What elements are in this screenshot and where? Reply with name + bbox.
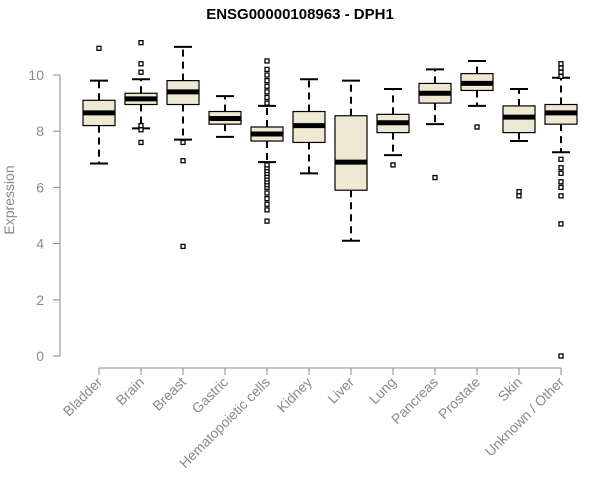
x-tick-label: Lung bbox=[366, 374, 399, 407]
y-tick-label: 0 bbox=[36, 348, 44, 364]
outlier-point bbox=[264, 207, 270, 213]
outlier-point bbox=[138, 139, 144, 146]
iqr-box bbox=[334, 115, 368, 191]
y-tick-label: 2 bbox=[36, 292, 44, 308]
outlier-point bbox=[264, 72, 270, 78]
outlier-point bbox=[390, 162, 396, 168]
outlier-point bbox=[264, 201, 270, 207]
outlier-point bbox=[264, 66, 270, 73]
outlier-point bbox=[138, 127, 144, 133]
box-gastric bbox=[208, 95, 242, 138]
outlier-point bbox=[264, 218, 270, 224]
outlier-point bbox=[264, 89, 270, 95]
y-tick-label: 8 bbox=[36, 123, 44, 139]
x-tick-label: Liver bbox=[324, 374, 357, 407]
box-kidney bbox=[292, 78, 326, 175]
outlier-point bbox=[432, 174, 438, 181]
outlier-point bbox=[264, 162, 270, 168]
outlier-point bbox=[558, 184, 564, 191]
outlier-point bbox=[558, 61, 564, 67]
y-tick-label: 10 bbox=[28, 67, 44, 83]
x-tick-label: Brain bbox=[113, 374, 147, 408]
x-tick-label: Breast bbox=[149, 374, 189, 414]
box-pancreas bbox=[418, 68, 452, 181]
outlier-point bbox=[264, 100, 270, 106]
y-tick-label: 4 bbox=[36, 236, 44, 252]
box-hematopoietic-cells bbox=[250, 58, 284, 224]
box-unknown-other bbox=[544, 61, 578, 359]
outlier-point bbox=[558, 193, 564, 199]
outlier-point bbox=[558, 353, 564, 359]
outlier-point bbox=[558, 69, 564, 75]
y-tick-label: 6 bbox=[36, 179, 44, 195]
x-tick-label: Unknown / Other bbox=[482, 374, 568, 460]
x-tick-label: Bladder bbox=[60, 374, 106, 420]
box-liver bbox=[334, 79, 368, 242]
outlier-point bbox=[180, 158, 186, 164]
outlier-point bbox=[558, 65, 564, 71]
box-prostate bbox=[460, 59, 494, 130]
outlier-point bbox=[264, 195, 270, 202]
outlier-point bbox=[474, 124, 480, 130]
y-axis-label: Expression bbox=[1, 165, 17, 234]
outlier-point bbox=[138, 122, 144, 129]
outlier-point bbox=[264, 58, 270, 64]
x-tick-label: Skin bbox=[495, 374, 526, 405]
outlier-point bbox=[180, 243, 186, 250]
boxes-layer bbox=[82, 40, 578, 359]
x-tick-label: Pancreas bbox=[388, 374, 441, 427]
outlier-point bbox=[138, 69, 144, 75]
outlier-point bbox=[516, 188, 522, 195]
outlier-point bbox=[264, 190, 270, 196]
outlier-point bbox=[558, 73, 564, 80]
outlier-point bbox=[138, 61, 144, 67]
outlier-point bbox=[180, 139, 186, 146]
outlier-point bbox=[264, 83, 270, 89]
outlier-point bbox=[264, 77, 270, 84]
box-bladder bbox=[82, 45, 116, 165]
x-tick-label: Prostate bbox=[435, 374, 483, 422]
outlier-point bbox=[558, 156, 564, 162]
box-breast bbox=[166, 45, 200, 250]
outlier-point bbox=[264, 94, 270, 101]
outlier-point bbox=[138, 40, 144, 46]
outlier-point bbox=[558, 221, 564, 227]
chart-title: ENSG00000108963 - DPH1 bbox=[206, 6, 394, 23]
outlier-point bbox=[558, 165, 564, 171]
x-tick-label: Kidney bbox=[274, 374, 316, 416]
y-axis: 0 2 4 6 8 10 bbox=[28, 67, 61, 364]
box-brain bbox=[124, 40, 158, 146]
outlier-point bbox=[558, 170, 564, 177]
box-skin bbox=[502, 88, 536, 199]
box-lung bbox=[376, 88, 410, 168]
outlier-point bbox=[516, 193, 522, 199]
outlier-point bbox=[558, 179, 564, 185]
outlier-point bbox=[96, 45, 102, 51]
